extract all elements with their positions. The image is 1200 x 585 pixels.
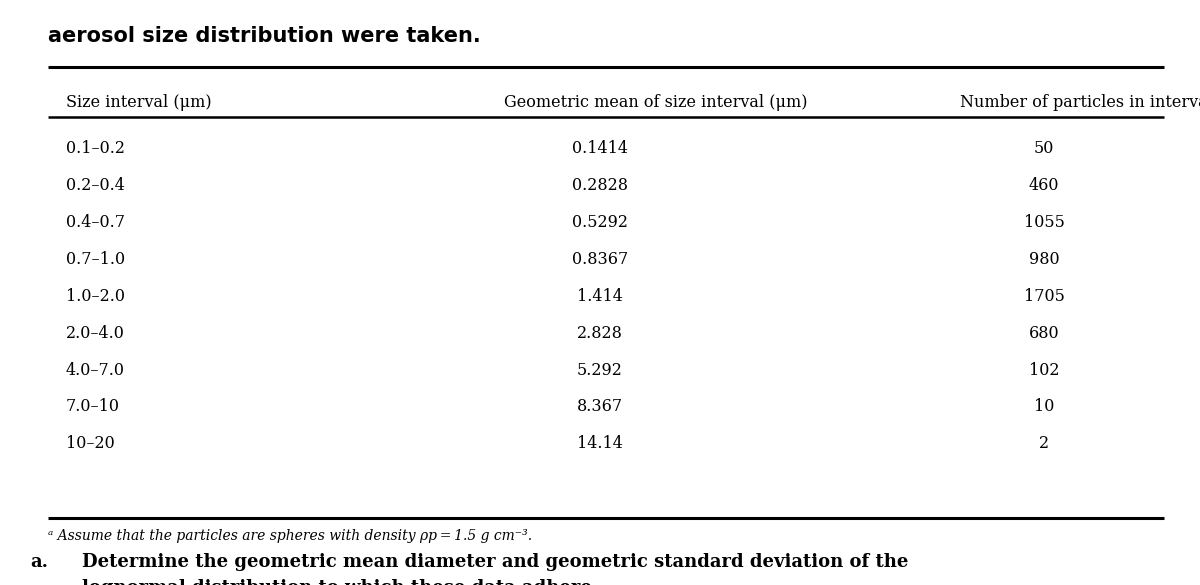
Text: 0.1414: 0.1414 [572,140,628,157]
Text: 10: 10 [1034,398,1054,415]
Text: 1.0–2.0: 1.0–2.0 [66,288,125,305]
Text: 0.7–1.0: 0.7–1.0 [66,251,125,268]
Text: 980: 980 [1028,251,1060,268]
Text: ᵃ Assume that the particles are spheres with density ρp = 1.5 g cm⁻³.: ᵃ Assume that the particles are spheres … [48,529,532,543]
Text: lognormal distribution to which these data adhere.: lognormal distribution to which these da… [82,579,598,585]
Text: 14.14: 14.14 [577,435,623,452]
Text: 10–20: 10–20 [66,435,115,452]
Text: Number of particles in intervalᵃ: Number of particles in intervalᵃ [960,94,1200,111]
Text: 1705: 1705 [1024,288,1064,305]
Text: 5.292: 5.292 [577,362,623,378]
Text: 1.414: 1.414 [577,288,623,305]
Text: 0.1–0.2: 0.1–0.2 [66,140,125,157]
Text: 7.0–10: 7.0–10 [66,398,120,415]
Text: 102: 102 [1028,362,1060,378]
Text: Size interval (μm): Size interval (μm) [66,94,211,111]
Text: 0.8367: 0.8367 [572,251,628,268]
Text: 2.828: 2.828 [577,325,623,342]
Text: 50: 50 [1034,140,1054,157]
Text: Geometric mean of size interval (μm): Geometric mean of size interval (μm) [504,94,808,111]
Text: aerosol size distribution were taken.: aerosol size distribution were taken. [48,26,481,46]
Text: 680: 680 [1028,325,1060,342]
Text: 4.0–7.0: 4.0–7.0 [66,362,125,378]
Text: 0.4–0.7: 0.4–0.7 [66,214,125,231]
Text: Determine the geometric mean diameter and geometric standard deviation of the: Determine the geometric mean diameter an… [82,553,908,571]
Text: 460: 460 [1028,177,1060,194]
Text: 8.367: 8.367 [577,398,623,415]
Text: 0.5292: 0.5292 [572,214,628,231]
Text: 2: 2 [1039,435,1049,452]
Text: 0.2828: 0.2828 [572,177,628,194]
Text: 0.2–0.4: 0.2–0.4 [66,177,125,194]
Text: 2.0–4.0: 2.0–4.0 [66,325,125,342]
Text: a.: a. [30,553,48,571]
Text: 1055: 1055 [1024,214,1064,231]
